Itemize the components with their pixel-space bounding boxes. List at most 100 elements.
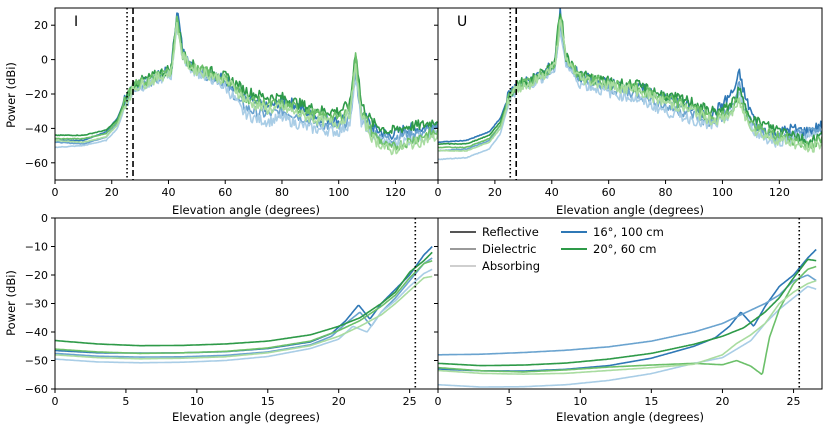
x-tick-label: 15 xyxy=(261,395,275,408)
x-tick-label: 20 xyxy=(105,186,119,199)
x-tick: 0 xyxy=(52,180,59,199)
x-tick-label: 15 xyxy=(644,395,658,408)
x-tick: 120 xyxy=(769,180,790,199)
series-line-blue_dark xyxy=(55,12,438,142)
x-tick: 20 xyxy=(715,389,729,408)
legend-label-absorbing: Absorbing xyxy=(482,259,540,273)
panel-top-left: 0 20 40 60 80 100 120 −60 −40 −20 0 20 I Elevation … xyxy=(4,7,439,217)
x-tick-label: 10 xyxy=(573,395,587,408)
x-tick-label: 0 xyxy=(435,395,442,408)
panel-top-right: 0 20 40 60 80 100 120 U Elevation angle (degre… xyxy=(434,7,823,217)
y-tick: −60 xyxy=(25,383,55,396)
x-tick: 20 xyxy=(488,180,502,199)
series-group xyxy=(55,246,433,364)
series-line-green_light xyxy=(55,21,438,156)
x-tick: 15 xyxy=(644,389,658,408)
series-line-green_mid xyxy=(55,260,433,355)
series-line-green_light xyxy=(438,279,817,375)
x-tick-label: 20 xyxy=(488,186,502,199)
x-tick-label: 80 xyxy=(659,186,673,199)
x-tick-label: 5 xyxy=(122,395,129,408)
y-tick-label: −60 xyxy=(25,383,48,396)
x-tick: 80 xyxy=(275,180,289,199)
y-tick: −20 xyxy=(25,88,55,101)
series-line-green_light xyxy=(55,275,433,360)
panel-label-U: U xyxy=(457,14,467,30)
y-tick: −40 xyxy=(25,122,55,135)
y-tick-label: −50 xyxy=(25,355,48,368)
y-tick: 0 xyxy=(41,54,55,67)
series-line-green_dark xyxy=(438,13,822,149)
x-tick-label: 20 xyxy=(332,395,346,408)
x-tick-label: 25 xyxy=(787,395,801,408)
x-tick: 100 xyxy=(328,180,349,199)
x-tick: 60 xyxy=(602,180,616,199)
series-line-blue_light xyxy=(438,285,817,388)
x-tick: 40 xyxy=(161,180,175,199)
x-tick: 5 xyxy=(122,389,129,408)
legend: Reflective Dielectric Absorbing 16°, 100… xyxy=(450,225,664,273)
y-tick: −10 xyxy=(25,241,55,254)
legend-label-20deg: 20°, 60 cm xyxy=(593,242,657,256)
x-tick-label: 120 xyxy=(769,186,790,199)
series-line-blue_light xyxy=(55,24,438,149)
series-line-blue_light xyxy=(55,268,433,364)
y-tick-label: −40 xyxy=(25,326,48,339)
x-tick-label: 0 xyxy=(435,186,442,199)
y-axis-label: Power (dBi) xyxy=(4,62,18,128)
y-tick-label: 0 xyxy=(41,54,48,67)
x-tick-label: 80 xyxy=(275,186,289,199)
panel-bottom-left: 0 5 10 15 20 25 −60 −50 −40 −30 −20 −10 0 Elevation … xyxy=(4,212,439,424)
x-tick-label: 20 xyxy=(715,395,729,408)
series-group xyxy=(55,12,438,156)
y-tick: −50 xyxy=(25,355,55,368)
x-axis-label: Elevation angle (degrees) xyxy=(556,203,704,217)
x-tick: 100 xyxy=(712,180,733,199)
panel-bottom-right: 0 5 10 15 20 25 Elevation angle (degrees) xyxy=(434,217,823,424)
x-tick-label: 100 xyxy=(712,186,733,199)
x-tick-label: 60 xyxy=(602,186,616,199)
y-tick: 0 xyxy=(41,212,55,225)
y-tick-label: −20 xyxy=(25,88,48,101)
x-tick-label: 25 xyxy=(403,395,417,408)
y-tick-label: −10 xyxy=(25,241,48,254)
panel-label-I: I xyxy=(74,14,78,30)
y-tick: −30 xyxy=(25,298,55,311)
x-tick: 5 xyxy=(506,389,513,408)
y-tick: −20 xyxy=(25,269,55,282)
y-tick: −60 xyxy=(25,157,55,170)
y-tick-label: 20 xyxy=(34,19,48,32)
x-tick: 10 xyxy=(190,389,204,408)
y-tick-label: −60 xyxy=(25,157,48,170)
x-tick: 0 xyxy=(435,180,442,199)
y-tick: −40 xyxy=(25,326,55,339)
y-tick-label: −30 xyxy=(25,298,48,311)
axes-frame xyxy=(54,7,439,181)
x-tick: 10 xyxy=(573,389,587,408)
x-tick: 25 xyxy=(403,389,417,408)
x-axis-label: Elevation angle (degrees) xyxy=(172,410,320,424)
legend-label-dielectric: Dielectric xyxy=(482,242,536,256)
series-group xyxy=(438,248,817,388)
legend-label-reflective: Reflective xyxy=(482,225,539,239)
y-tick-label: −20 xyxy=(25,269,48,282)
series-line-blue_mid xyxy=(55,257,433,358)
series-line-green_dark xyxy=(438,258,817,367)
x-tick: 25 xyxy=(787,389,801,408)
series-line-green_mid xyxy=(438,265,817,375)
series-group xyxy=(438,8,822,161)
x-tick-label: 5 xyxy=(506,395,513,408)
x-tick-label: 100 xyxy=(328,186,349,199)
x-tick-label: 120 xyxy=(385,186,406,199)
x-tick-label: 60 xyxy=(218,186,232,199)
x-tick: 0 xyxy=(52,389,59,408)
x-tick-label: 0 xyxy=(52,186,59,199)
x-tick: 20 xyxy=(105,180,119,199)
y-tick: 20 xyxy=(34,19,55,32)
y-tick-label: −40 xyxy=(25,122,48,135)
series-line-blue_mid xyxy=(438,274,817,356)
x-axis-label: Elevation angle (degrees) xyxy=(556,410,704,424)
x-tick: 0 xyxy=(435,389,442,408)
x-tick: 60 xyxy=(218,180,232,199)
